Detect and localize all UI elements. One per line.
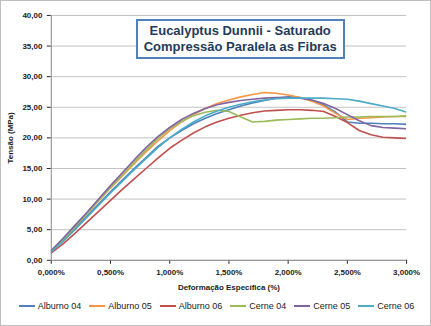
html-text:Alburno 04: Alburno 04 — [37, 301, 82, 311]
svg-text:40,00: 40,00 — [22, 11, 42, 20]
html-text:Cerne 05: Cerne 05 — [313, 301, 351, 311]
svg-text:30,00: 30,00 — [22, 72, 42, 81]
svg-text:Deformação Específica (%): Deformação Específica (%) — [178, 283, 280, 292]
html-text:Alburno 05: Alburno 05 — [108, 301, 152, 311]
svg-text:3,000%: 3,000% — [393, 268, 420, 277]
svg-text:0,500%: 0,500% — [97, 268, 124, 277]
svg-text:10,00: 10,00 — [22, 195, 42, 204]
html-text:Alburno 06: Alburno 06 — [178, 301, 223, 311]
svg-text:0,000%: 0,000% — [38, 268, 65, 277]
svg-text:Tensão (MPa): Tensão (MPa) — [6, 112, 15, 163]
svg-text:2,500%: 2,500% — [334, 268, 361, 277]
html-text:Compressão Paralela as Fibras: Compressão Paralela as Fibras — [143, 39, 337, 54]
html-text:Cerne 06: Cerne 06 — [377, 301, 415, 311]
svg-text:1,500%: 1,500% — [215, 268, 242, 277]
html-text:Cerne 04: Cerne 04 — [249, 301, 287, 311]
svg-text:15,00: 15,00 — [22, 164, 42, 173]
svg-text:0,00: 0,00 — [27, 256, 43, 265]
svg-text:35,00: 35,00 — [22, 42, 42, 51]
svg-text:25,00: 25,00 — [22, 103, 42, 112]
svg-text:2,000%: 2,000% — [275, 268, 302, 277]
svg-text:1,000%: 1,000% — [156, 268, 183, 277]
svg-text:5,00: 5,00 — [27, 225, 43, 234]
svg-text:20,00: 20,00 — [22, 133, 42, 142]
html-text:Eucalyptus Dunnii - Saturado: Eucalyptus Dunnii - Saturado — [149, 23, 331, 38]
